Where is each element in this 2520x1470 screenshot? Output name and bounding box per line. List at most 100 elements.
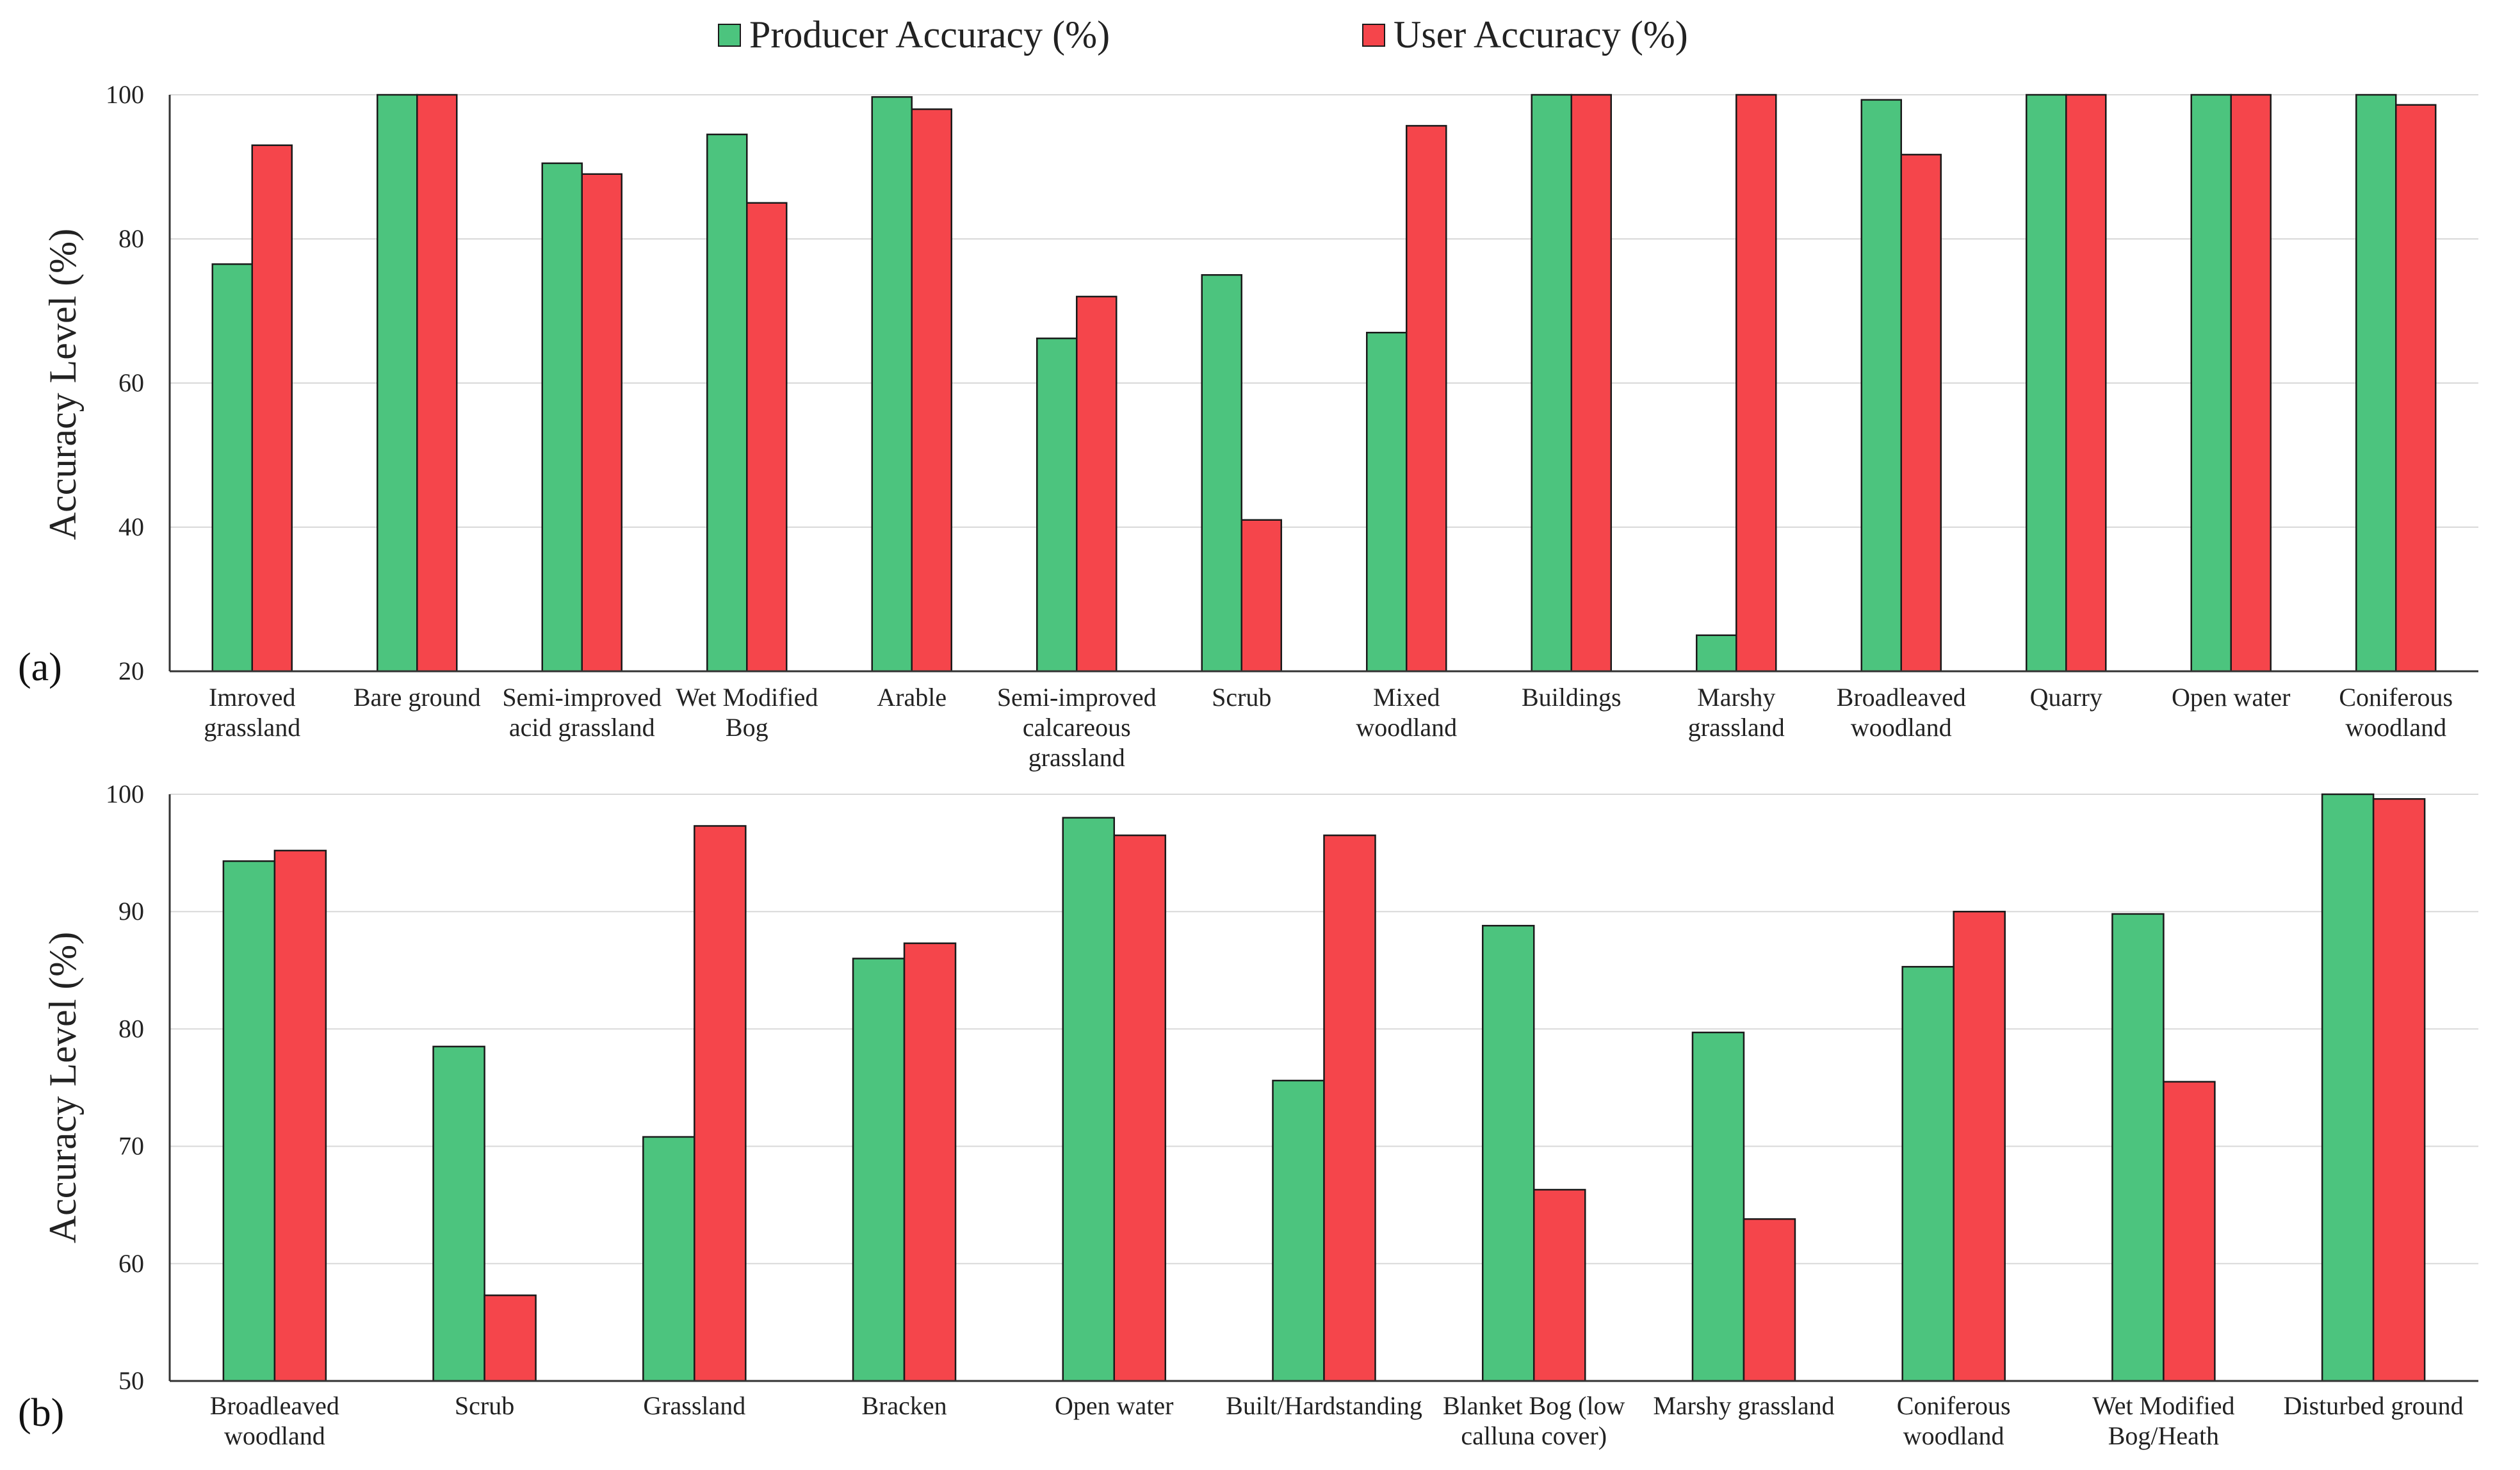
bar-user <box>2372 798 2426 1382</box>
bar-producer <box>642 1136 695 1382</box>
bar-producer <box>852 958 906 1382</box>
category-label: Marshy grassland <box>1688 683 1785 742</box>
panel-a-label: (a) <box>18 646 62 689</box>
y-tick-label: 60 <box>118 1249 144 1278</box>
bar-user <box>903 942 957 1382</box>
chart-panel-b: 50 60 70 80 90 100 Broadleaved woodland Scrub Gr… <box>18 780 2478 1450</box>
bar-user <box>1953 910 2006 1382</box>
bar-producer <box>432 1045 485 1382</box>
bar-user <box>1406 125 1447 673</box>
panel-b-category-labels: Broadleaved woodland Scrub Grassland Bracken… <box>210 1391 2464 1450</box>
bar-user <box>1900 154 1942 673</box>
bar-user <box>1736 94 1777 673</box>
bar-producer <box>377 94 418 673</box>
panel-b-label: (b) <box>18 1391 64 1435</box>
bar-producer <box>222 860 276 1382</box>
category-label: Bare ground <box>354 683 481 712</box>
category-label: Mixed woodland <box>1356 683 1457 742</box>
y-tick-label: 80 <box>118 224 144 253</box>
category-label: Semi-improved calcareous grassland <box>997 683 1157 772</box>
bar-user <box>2065 94 2107 673</box>
y-tick-label: 90 <box>118 897 144 926</box>
y-tick-label: 60 <box>118 368 144 397</box>
chart-panel-a: 20 40 60 80 100 Imroved grassland Bare ground S… <box>18 80 2478 772</box>
category-label: Grassland <box>643 1391 745 1420</box>
bar-user <box>416 94 458 673</box>
bar-user <box>1240 519 1282 673</box>
bar-user <box>1570 94 1612 673</box>
bar-producer <box>1481 924 1535 1382</box>
bar-producer <box>1366 332 1408 673</box>
category-label: Broadleaved woodland <box>1837 683 1966 742</box>
category-label: Broadleaved woodland <box>210 1391 339 1450</box>
bar-user <box>1113 834 1167 1382</box>
panel-a-axes <box>168 95 2478 673</box>
bar-producer <box>1696 634 1737 673</box>
bar-producer <box>1272 1079 1325 1382</box>
category-label: Buildings <box>1522 683 1622 712</box>
y-tick-label: 70 <box>118 1132 144 1161</box>
category-label: Open water <box>1055 1391 1173 1420</box>
bar-producer <box>871 96 913 673</box>
category-label: Wet Modified Bog <box>676 683 818 742</box>
category-label: Blanket Bog (low calluna cover) <box>1443 1391 1625 1450</box>
category-label: Arable <box>877 683 947 712</box>
bar-user <box>1532 1189 1586 1382</box>
bar-user <box>273 849 327 1382</box>
category-label: Semi-improved acid grassland <box>502 683 662 742</box>
bar-user <box>1323 834 1376 1382</box>
panel-a-y-axis-title: Accuracy Level (%) <box>42 229 84 540</box>
y-tick-label: 100 <box>106 80 144 109</box>
category-label: Scrub <box>1212 683 1271 712</box>
bar-producer <box>706 133 748 673</box>
bar-producer <box>1036 338 1078 673</box>
bar-user <box>746 202 788 673</box>
bar-user <box>694 825 747 1382</box>
category-label: Scrub <box>455 1391 514 1420</box>
bar-producer <box>211 263 253 673</box>
bar-user <box>1076 295 1118 673</box>
y-tick-label: 80 <box>118 1014 144 1043</box>
bar-producer <box>541 162 583 673</box>
bar-producer <box>1691 1031 1745 1382</box>
category-label: Quarry <box>2030 683 2102 712</box>
bar-user <box>251 144 293 673</box>
category-label: Coniferous woodland <box>2339 683 2453 742</box>
category-label: Imroved grassland <box>204 683 300 742</box>
category-label: Coniferous woodland <box>1897 1391 2011 1450</box>
panel-b-y-axis-title: Accuracy Level (%) <box>42 932 84 1243</box>
y-tick-label: 40 <box>118 512 144 541</box>
bar-user <box>2395 104 2437 673</box>
bar-producer <box>2111 913 2165 1382</box>
y-tick-label: 20 <box>118 657 144 685</box>
bar-user <box>2230 94 2272 673</box>
legend-label-user: User Accuracy (%) <box>1394 13 1688 56</box>
legend-swatch-producer <box>718 24 741 47</box>
category-label: Open water <box>2172 683 2290 712</box>
bar-user <box>2163 1081 2216 1382</box>
bar-producer <box>1062 817 1116 1382</box>
bar-producer <box>1860 99 1902 673</box>
bar-producer <box>1531 94 1572 673</box>
category-label: Marshy grassland <box>1653 1391 1834 1420</box>
bar-user <box>581 173 622 673</box>
panel-b-axes <box>168 794 2478 1382</box>
bar-producer <box>2026 94 2067 673</box>
category-label: Wet Modified Bog/Heath <box>2092 1391 2234 1450</box>
bar-user <box>1743 1218 1796 1382</box>
bar-producer <box>1201 274 1242 673</box>
legend-swatch-user <box>1362 24 1385 47</box>
bar-user <box>484 1294 537 1382</box>
panel-a-y-ticks: 20 40 60 80 100 <box>106 80 144 685</box>
panel-a-category-labels: Imroved grassland Bare ground Semi-improved… <box>204 683 2453 772</box>
category-label: Disturbed ground <box>2284 1391 2464 1420</box>
panel-b-y-ticks: 50 60 70 80 90 100 <box>106 780 144 1395</box>
bar-producer <box>2355 94 2397 673</box>
category-label: Bracken <box>861 1391 947 1420</box>
y-tick-label: 100 <box>106 780 144 808</box>
category-label: Built/Hardstanding <box>1226 1391 1422 1420</box>
bar-user <box>911 108 952 673</box>
y-tick-label: 50 <box>118 1366 144 1395</box>
legend-label-producer: Producer Accuracy (%) <box>749 13 1110 56</box>
